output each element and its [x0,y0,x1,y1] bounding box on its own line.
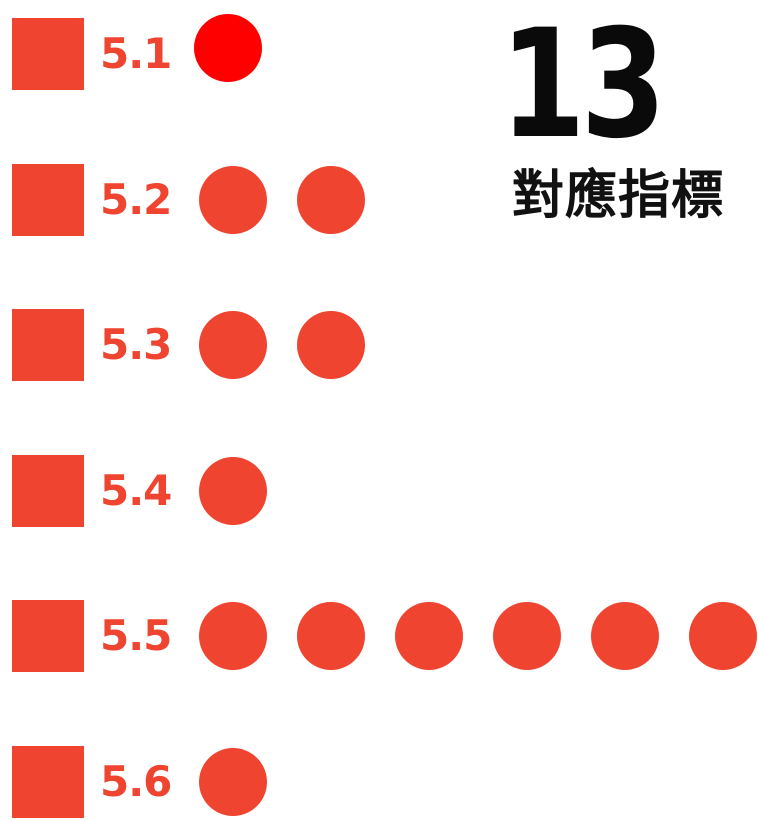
indicator-dot [297,311,365,380]
category-label: 5.2 [100,174,172,224]
indicator-dot [493,602,561,671]
category-label: 5.4 [100,465,172,515]
indicator-dot [199,602,267,671]
indicator-row-5-3: 5.3 [0,305,758,385]
total-indicators-value: 13 [500,0,666,172]
indicator-row-5-1: 5.1 [0,14,758,94]
indicator-dot [591,602,659,671]
category-label: 5.6 [100,757,172,806]
category-square-marker [12,600,84,673]
indicator-dot [199,748,267,816]
indicator-dot [199,165,267,234]
indicator-dot [297,165,365,234]
indicator-dot [199,456,267,525]
category-label: 5.1 [100,29,172,78]
category-square-marker [12,163,84,236]
indicator-row-5-6: 5.6 [0,742,758,822]
category-label: 5.3 [100,320,172,370]
indicator-row-5-2: 5.2 [0,160,758,240]
indicator-dot [199,311,267,380]
indicator-dot [194,14,262,82]
indicator-row-5-5: 5.5 [0,596,758,676]
indicator-row-5-4: 5.4 [0,451,758,531]
indicator-dot [689,602,757,671]
category-square-marker [12,309,84,382]
category-square-marker [12,454,84,527]
category-square-marker [12,746,84,818]
indicator-dot [297,602,365,671]
category-label: 5.5 [100,611,172,661]
category-square-marker [12,18,84,90]
indicator-dot [395,602,463,671]
total-indicators-label: 對應指標 [512,166,725,226]
